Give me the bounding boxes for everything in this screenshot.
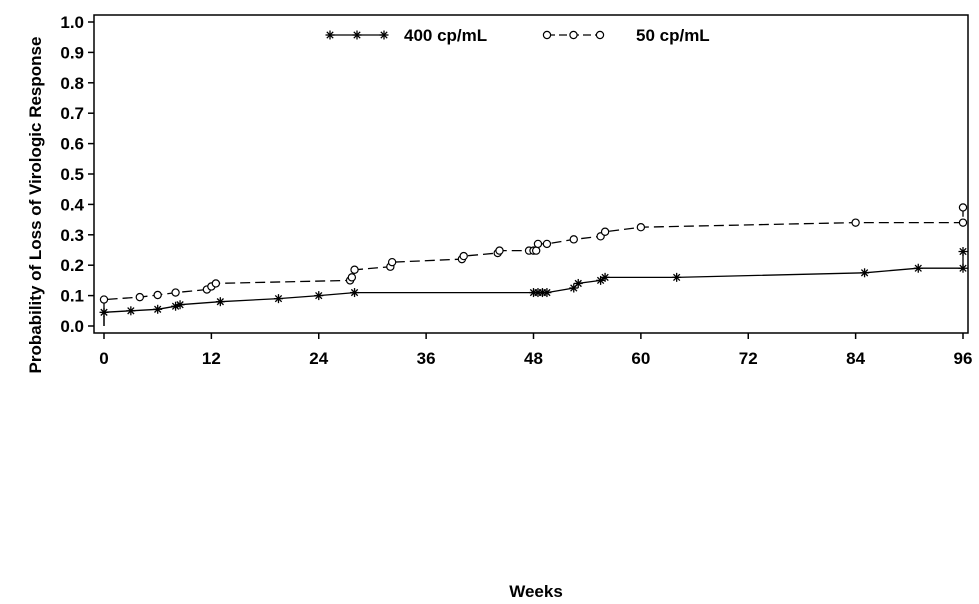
- data-point: [542, 288, 552, 298]
- legend-item: 50 cp/mL: [542, 26, 710, 45]
- data-point: [215, 297, 225, 307]
- x-tick-label: 36: [417, 349, 436, 368]
- data-point: [99, 307, 109, 317]
- data-point: [569, 235, 578, 244]
- data-point: [542, 239, 552, 249]
- legend-marker: [595, 30, 605, 40]
- x-tick-label: 72: [739, 349, 758, 368]
- legend-marker: [325, 30, 335, 40]
- data-point: [600, 227, 610, 236]
- x-axis: 0 12 24 36 48 60 72 84 96: [99, 333, 972, 368]
- data-point: [672, 272, 682, 282]
- data-point: [99, 295, 109, 304]
- legend-marker: [379, 30, 389, 40]
- x-tick-label: 48: [524, 349, 543, 368]
- x-tick-label: 96: [954, 349, 973, 368]
- y-axis-title: Probability of Loss of Virologic Respons…: [26, 37, 45, 374]
- data-point: [531, 246, 541, 255]
- data-point: [573, 278, 583, 288]
- data-point: [958, 247, 968, 257]
- data-point: [533, 239, 543, 249]
- legend-marker: [569, 30, 578, 40]
- series-star: [99, 247, 968, 326]
- data-point: [860, 268, 870, 278]
- x-tick-label: 0: [99, 349, 108, 368]
- data-point: [171, 288, 180, 297]
- data-point: [350, 288, 360, 298]
- data-point: [273, 294, 283, 304]
- legend-marker: [542, 30, 552, 40]
- y-tick-label: 0.3: [60, 226, 84, 245]
- y-tick-label: 0.0: [60, 317, 84, 336]
- legend-label: 400 cp/mL: [404, 26, 487, 45]
- data-point: [153, 290, 162, 300]
- y-tick-label: 1.0: [60, 13, 84, 32]
- y-tick-label: 0.5: [60, 165, 84, 184]
- legend-item: 400 cp/mL: [325, 26, 487, 45]
- y-tick-label: 0.2: [60, 256, 84, 275]
- x-tick-label: 24: [309, 349, 328, 368]
- x-axis-title: Weeks: [509, 582, 563, 601]
- data-point: [495, 246, 504, 255]
- data-point: [600, 272, 610, 282]
- data-point: [347, 273, 357, 282]
- x-tick-label: 84: [846, 349, 865, 368]
- data-point: [958, 263, 968, 273]
- data-point: [126, 306, 136, 316]
- data-point: [913, 263, 923, 273]
- data-point: [135, 292, 144, 302]
- data-point: [636, 222, 646, 232]
- y-tick-label: 0.6: [60, 135, 84, 154]
- data-point: [958, 203, 968, 212]
- series-line: [103, 207, 964, 326]
- x-tick-label: 12: [202, 349, 221, 368]
- y-tick-label: 0.4: [60, 195, 84, 214]
- legend-label: 50 cp/mL: [636, 26, 710, 45]
- y-tick-label: 0.9: [60, 43, 84, 62]
- y-axis: 0.0 0.1 0.2 0.3 0.4 0.5 0.6 0.7 0.8 0.9 1.0: [60, 13, 94, 336]
- y-tick-label: 0.8: [60, 74, 84, 93]
- series-layer: [99, 203, 968, 326]
- data-point: [350, 265, 359, 274]
- plot-area: [93, 14, 969, 334]
- data-point: [211, 279, 221, 288]
- data-point: [459, 251, 468, 261]
- y-tick-label: 0.1: [60, 287, 84, 306]
- data-point: [153, 304, 163, 314]
- data-point: [958, 218, 968, 227]
- x-tick-label: 60: [631, 349, 650, 368]
- data-point: [314, 291, 324, 301]
- series-circle: [99, 203, 968, 326]
- y-tick-label: 0.7: [60, 104, 84, 123]
- data-point: [387, 257, 397, 267]
- legend: 400 cp/mL 50 cp/mL: [325, 26, 710, 45]
- legend-marker: [352, 30, 362, 40]
- data-point: [175, 300, 185, 310]
- data-point: [851, 218, 860, 227]
